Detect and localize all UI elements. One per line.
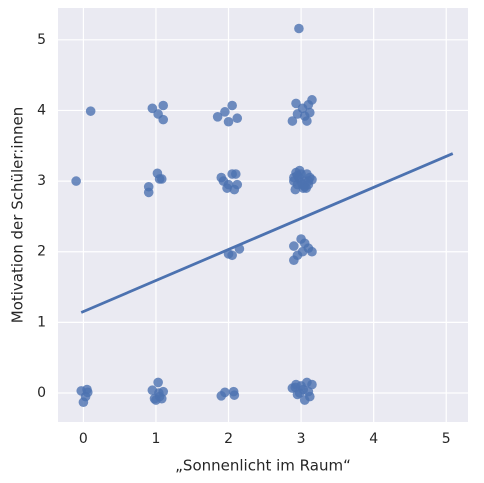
- data-point: [223, 116, 234, 127]
- data-point: [287, 116, 298, 126]
- data-point: [85, 106, 96, 116]
- x-axis-label: „Sonnenlicht im Raum“: [175, 457, 351, 475]
- x-tick-label: 3: [297, 431, 306, 447]
- data-point: [291, 98, 301, 109]
- plot-area: [58, 8, 468, 422]
- data-point: [212, 111, 223, 122]
- data-point: [220, 107, 230, 117]
- data-point: [297, 246, 308, 257]
- data-point: [223, 179, 234, 190]
- data-point: [143, 187, 154, 198]
- data-point: [154, 388, 164, 398]
- data-point: [302, 116, 312, 126]
- y-axis-label: Motivation der Schüler:innen: [9, 107, 27, 323]
- x-tick-label: 2: [224, 431, 233, 447]
- data-point: [230, 169, 241, 179]
- data-point: [227, 100, 237, 111]
- data-point: [290, 382, 301, 393]
- y-tick-label: 5: [37, 32, 46, 48]
- x-tick-label: 1: [152, 431, 161, 447]
- data-point: [292, 109, 303, 119]
- y-tick-label: 0: [37, 385, 46, 401]
- data-point: [227, 250, 237, 261]
- data-point: [71, 176, 81, 186]
- data-point: [232, 179, 243, 190]
- data-point: [307, 246, 317, 257]
- data-point: [78, 397, 89, 408]
- data-point: [294, 23, 304, 34]
- data-point: [299, 395, 310, 405]
- data-point: [290, 184, 301, 195]
- data-point: [307, 379, 317, 390]
- data-point: [220, 387, 230, 398]
- data-point: [158, 100, 169, 111]
- regression-line: [80, 152, 454, 314]
- y-tick-label: 2: [37, 244, 46, 260]
- data-point: [303, 99, 314, 110]
- data-point: [291, 167, 301, 178]
- x-tick-label: 5: [442, 431, 451, 447]
- data-point: [153, 377, 163, 388]
- data-point: [289, 255, 299, 266]
- data-point: [305, 107, 315, 118]
- data-point: [158, 114, 169, 125]
- data-point: [303, 386, 314, 397]
- data-point: [301, 183, 311, 193]
- data-point: [289, 241, 299, 251]
- y-tick-label: 4: [37, 102, 46, 118]
- y-tick-label: 1: [37, 314, 46, 330]
- x-tick-label: 0: [79, 431, 88, 447]
- data-point: [228, 386, 239, 397]
- y-tick-label: 3: [37, 173, 46, 189]
- data-point: [232, 113, 243, 124]
- x-tick-label: 4: [369, 431, 378, 447]
- data-point: [156, 174, 167, 184]
- data-point: [82, 387, 93, 398]
